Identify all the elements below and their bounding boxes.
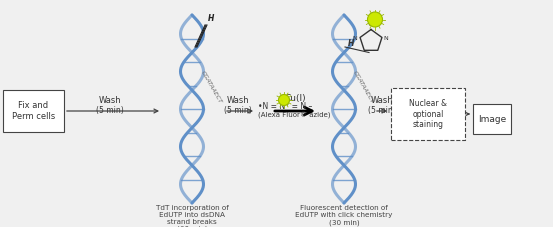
Text: •N = N⁺ = N –: •N = N⁺ = N – bbox=[258, 102, 315, 111]
Text: Fix and
Perm cells: Fix and Perm cells bbox=[12, 101, 55, 121]
Text: Fluorescent detection of
EdUTP with click chemistry
(30 min): Fluorescent detection of EdUTP with clic… bbox=[295, 205, 393, 225]
Text: (5 min): (5 min) bbox=[224, 106, 252, 115]
Text: N: N bbox=[369, 22, 373, 27]
FancyBboxPatch shape bbox=[3, 90, 64, 132]
Text: N: N bbox=[383, 37, 388, 42]
Circle shape bbox=[368, 12, 383, 27]
Text: (Alexa Fluor® azide): (Alexa Fluor® azide) bbox=[258, 112, 331, 119]
Text: CGATAAECT: CGATAAECT bbox=[200, 70, 223, 104]
Text: Wash: Wash bbox=[371, 96, 393, 105]
Text: Wash: Wash bbox=[227, 96, 249, 105]
Text: (5 min): (5 min) bbox=[96, 106, 124, 115]
Text: Wash: Wash bbox=[98, 96, 121, 105]
Circle shape bbox=[279, 94, 290, 106]
Text: Nuclear &
optional
staining: Nuclear & optional staining bbox=[409, 99, 447, 129]
Text: N: N bbox=[353, 37, 357, 42]
Text: Cu(I): Cu(I) bbox=[284, 94, 306, 103]
Text: TdT incorporation of
EdUTP into dsDNA
strand breaks
(60 min): TdT incorporation of EdUTP into dsDNA st… bbox=[155, 205, 228, 227]
Text: CGATAAECT: CGATAAECT bbox=[352, 70, 375, 104]
Text: H: H bbox=[348, 39, 354, 48]
FancyBboxPatch shape bbox=[473, 104, 511, 134]
FancyBboxPatch shape bbox=[391, 88, 465, 140]
Text: H: H bbox=[208, 14, 214, 23]
Text: (5 min): (5 min) bbox=[368, 106, 396, 115]
Text: Image: Image bbox=[478, 114, 506, 123]
